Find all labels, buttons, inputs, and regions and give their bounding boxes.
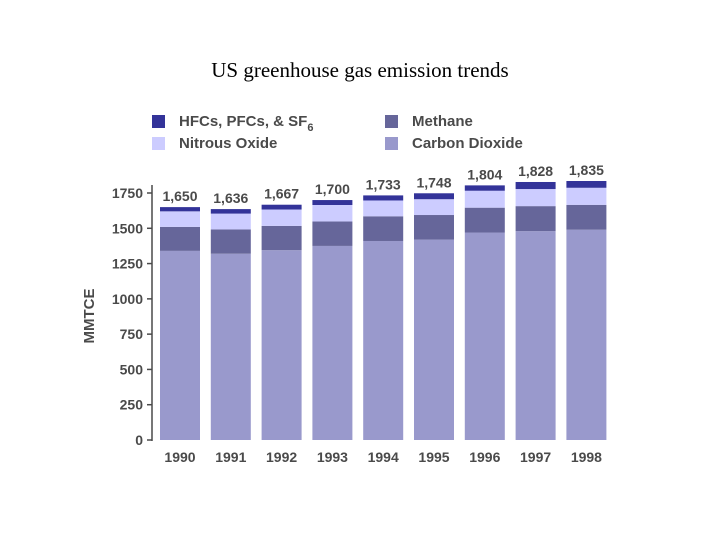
bar-segment-nitrous <box>464 190 505 208</box>
bar-total-label: 1,804 <box>467 166 502 182</box>
x-tick-label: 1993 <box>317 449 348 465</box>
bar-segment-nitrous <box>515 189 556 207</box>
legend-swatch-nitrous <box>152 136 165 150</box>
bar-segment-co2 <box>566 229 607 440</box>
legend-item-co2: Carbon Dioxide <box>385 133 523 153</box>
bar-segment-hfcs <box>312 200 353 205</box>
y-tick-label: 250 <box>120 397 144 413</box>
bar-segment-methane <box>363 216 404 241</box>
legend-item-nitrous: Nitrous Oxide <box>152 133 277 153</box>
bar-total-label: 1,828 <box>518 163 553 179</box>
bar-segment-hfcs <box>414 193 454 200</box>
bar-segment-hfcs <box>515 181 556 190</box>
bar-segment-co2 <box>414 239 454 440</box>
bar-segment-methane <box>515 206 556 232</box>
bar-total-label: 1,700 <box>315 181 350 197</box>
bar-segment-methane <box>566 204 607 230</box>
bar-segment-nitrous <box>160 211 200 227</box>
bar-segment-methane <box>312 221 353 246</box>
x-tick-label: 1991 <box>215 449 246 465</box>
bar-total-label: 1,733 <box>366 176 401 192</box>
bar-segment-nitrous <box>566 187 607 205</box>
bar-segment-methane <box>464 207 505 233</box>
legend-label-nitrous: Nitrous Oxide <box>179 134 278 152</box>
legend-label-hfcs: HFCs, PFCs, & SF6 <box>179 112 314 134</box>
y-tick-label: 750 <box>120 326 144 342</box>
bar-segment-nitrous <box>312 204 353 222</box>
y-tick-label: 1250 <box>112 256 143 272</box>
y-axis-label: MMTCE <box>81 289 98 344</box>
x-tick-label: 1992 <box>266 449 297 465</box>
bar-segment-co2 <box>515 231 556 440</box>
x-tick-label: 1996 <box>469 449 500 465</box>
bar-segment-methane <box>210 229 251 254</box>
x-tick-label: 1998 <box>571 449 602 465</box>
x-tick-label: 1990 <box>164 449 195 465</box>
bar-segment-co2 <box>210 253 251 440</box>
bar-segment-methane <box>160 226 200 251</box>
legend-label-co2: Carbon Dioxide <box>412 134 523 152</box>
bar-segment-co2 <box>464 232 505 440</box>
page-title: US greenhouse gas emission trends <box>211 58 509 82</box>
x-tick-label: 1994 <box>368 449 399 465</box>
bar-segment-hfcs <box>160 207 200 212</box>
bar-segment-hfcs <box>464 185 505 191</box>
y-tick-label: 500 <box>120 361 144 377</box>
legend-swatch-hfcs <box>152 114 165 128</box>
bar-total-label: 1,667 <box>264 186 299 202</box>
y-tick-label: 0 <box>135 432 143 448</box>
bar-segment-methane <box>414 215 454 240</box>
x-tick-label: 1995 <box>418 449 449 465</box>
y-tick-label: 1000 <box>112 291 143 307</box>
bar-segment-hfcs <box>363 195 404 201</box>
bar-segment-nitrous <box>363 200 404 217</box>
bar-segment-co2 <box>261 250 302 440</box>
bar-segment-hfcs <box>210 209 251 214</box>
bar-total-label: 1,650 <box>162 188 197 204</box>
legend-swatch-co2 <box>385 136 398 150</box>
legend-label-methane: Methane <box>412 112 473 130</box>
bar-segment-hfcs <box>261 204 302 210</box>
y-tick-label: 1500 <box>112 220 143 236</box>
bar-segment-methane <box>261 225 302 251</box>
bar-segment-nitrous <box>261 209 302 226</box>
legend-item-methane: Methane <box>385 111 473 131</box>
bar-segment-co2 <box>312 245 353 440</box>
bar-segment-co2 <box>363 240 404 440</box>
bar-segment-co2 <box>160 250 200 440</box>
bar-total-label: 1,835 <box>569 162 604 178</box>
bar-segment-nitrous <box>210 213 251 230</box>
bar-segment-nitrous <box>414 199 454 216</box>
y-tick-label: 1750 <box>112 185 143 201</box>
legend-swatch-methane <box>385 114 398 128</box>
x-tick-label: 1997 <box>520 449 551 465</box>
bar-total-label: 1,636 <box>213 190 248 206</box>
legend-item-hfcs: HFCs, PFCs, & SF6 <box>152 111 314 134</box>
bar-total-label: 1,748 <box>416 174 451 190</box>
bar-segment-hfcs <box>566 181 607 188</box>
